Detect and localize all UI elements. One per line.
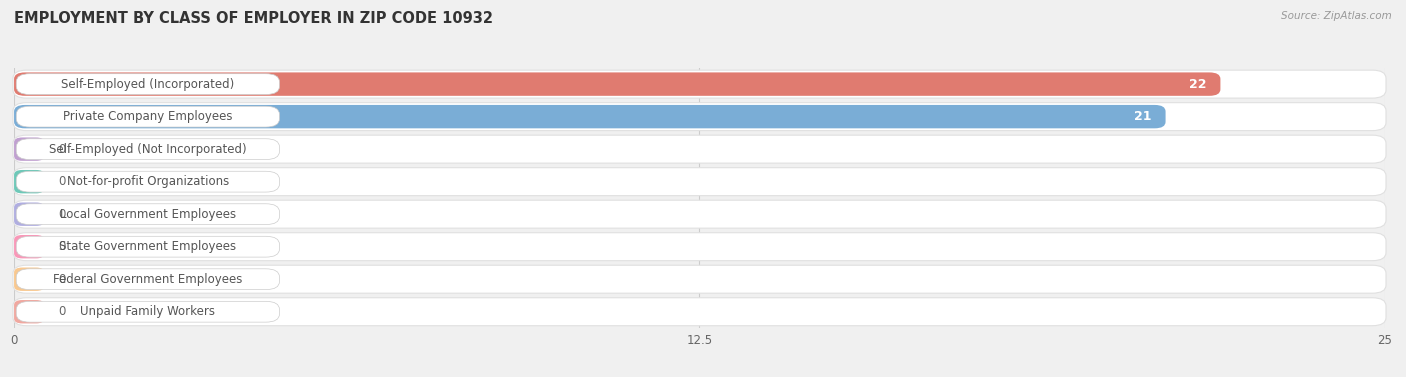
Text: 0: 0 — [58, 208, 65, 221]
FancyBboxPatch shape — [14, 268, 44, 291]
Text: Source: ZipAtlas.com: Source: ZipAtlas.com — [1281, 11, 1392, 21]
FancyBboxPatch shape — [13, 298, 1386, 326]
FancyBboxPatch shape — [14, 300, 44, 323]
FancyBboxPatch shape — [13, 70, 1386, 98]
Text: Self-Employed (Not Incorporated): Self-Employed (Not Incorporated) — [49, 143, 246, 156]
FancyBboxPatch shape — [14, 105, 1166, 128]
FancyBboxPatch shape — [17, 301, 280, 322]
FancyBboxPatch shape — [17, 171, 280, 192]
FancyBboxPatch shape — [13, 135, 1386, 163]
Text: Local Government Employees: Local Government Employees — [60, 208, 236, 221]
FancyBboxPatch shape — [17, 236, 280, 257]
Text: Federal Government Employees: Federal Government Employees — [53, 273, 243, 286]
Text: State Government Employees: State Government Employees — [59, 240, 236, 253]
FancyBboxPatch shape — [17, 204, 280, 225]
FancyBboxPatch shape — [14, 138, 44, 161]
FancyBboxPatch shape — [13, 233, 1386, 261]
FancyBboxPatch shape — [17, 74, 280, 95]
Text: Unpaid Family Workers: Unpaid Family Workers — [80, 305, 215, 318]
FancyBboxPatch shape — [14, 202, 44, 226]
Text: Private Company Employees: Private Company Employees — [63, 110, 232, 123]
Text: 0: 0 — [58, 240, 65, 253]
Text: 0: 0 — [58, 305, 65, 318]
FancyBboxPatch shape — [17, 106, 280, 127]
FancyBboxPatch shape — [14, 235, 44, 258]
FancyBboxPatch shape — [14, 170, 44, 193]
FancyBboxPatch shape — [13, 200, 1386, 228]
FancyBboxPatch shape — [17, 269, 280, 290]
FancyBboxPatch shape — [13, 103, 1386, 130]
Text: Self-Employed (Incorporated): Self-Employed (Incorporated) — [62, 78, 235, 90]
Text: 0: 0 — [58, 143, 65, 156]
Text: Not-for-profit Organizations: Not-for-profit Organizations — [66, 175, 229, 188]
FancyBboxPatch shape — [13, 265, 1386, 293]
FancyBboxPatch shape — [17, 139, 280, 159]
FancyBboxPatch shape — [13, 168, 1386, 196]
Text: 0: 0 — [58, 273, 65, 286]
Text: 21: 21 — [1135, 110, 1152, 123]
Text: 0: 0 — [58, 175, 65, 188]
Text: 22: 22 — [1189, 78, 1206, 90]
FancyBboxPatch shape — [14, 72, 1220, 96]
Text: EMPLOYMENT BY CLASS OF EMPLOYER IN ZIP CODE 10932: EMPLOYMENT BY CLASS OF EMPLOYER IN ZIP C… — [14, 11, 494, 26]
